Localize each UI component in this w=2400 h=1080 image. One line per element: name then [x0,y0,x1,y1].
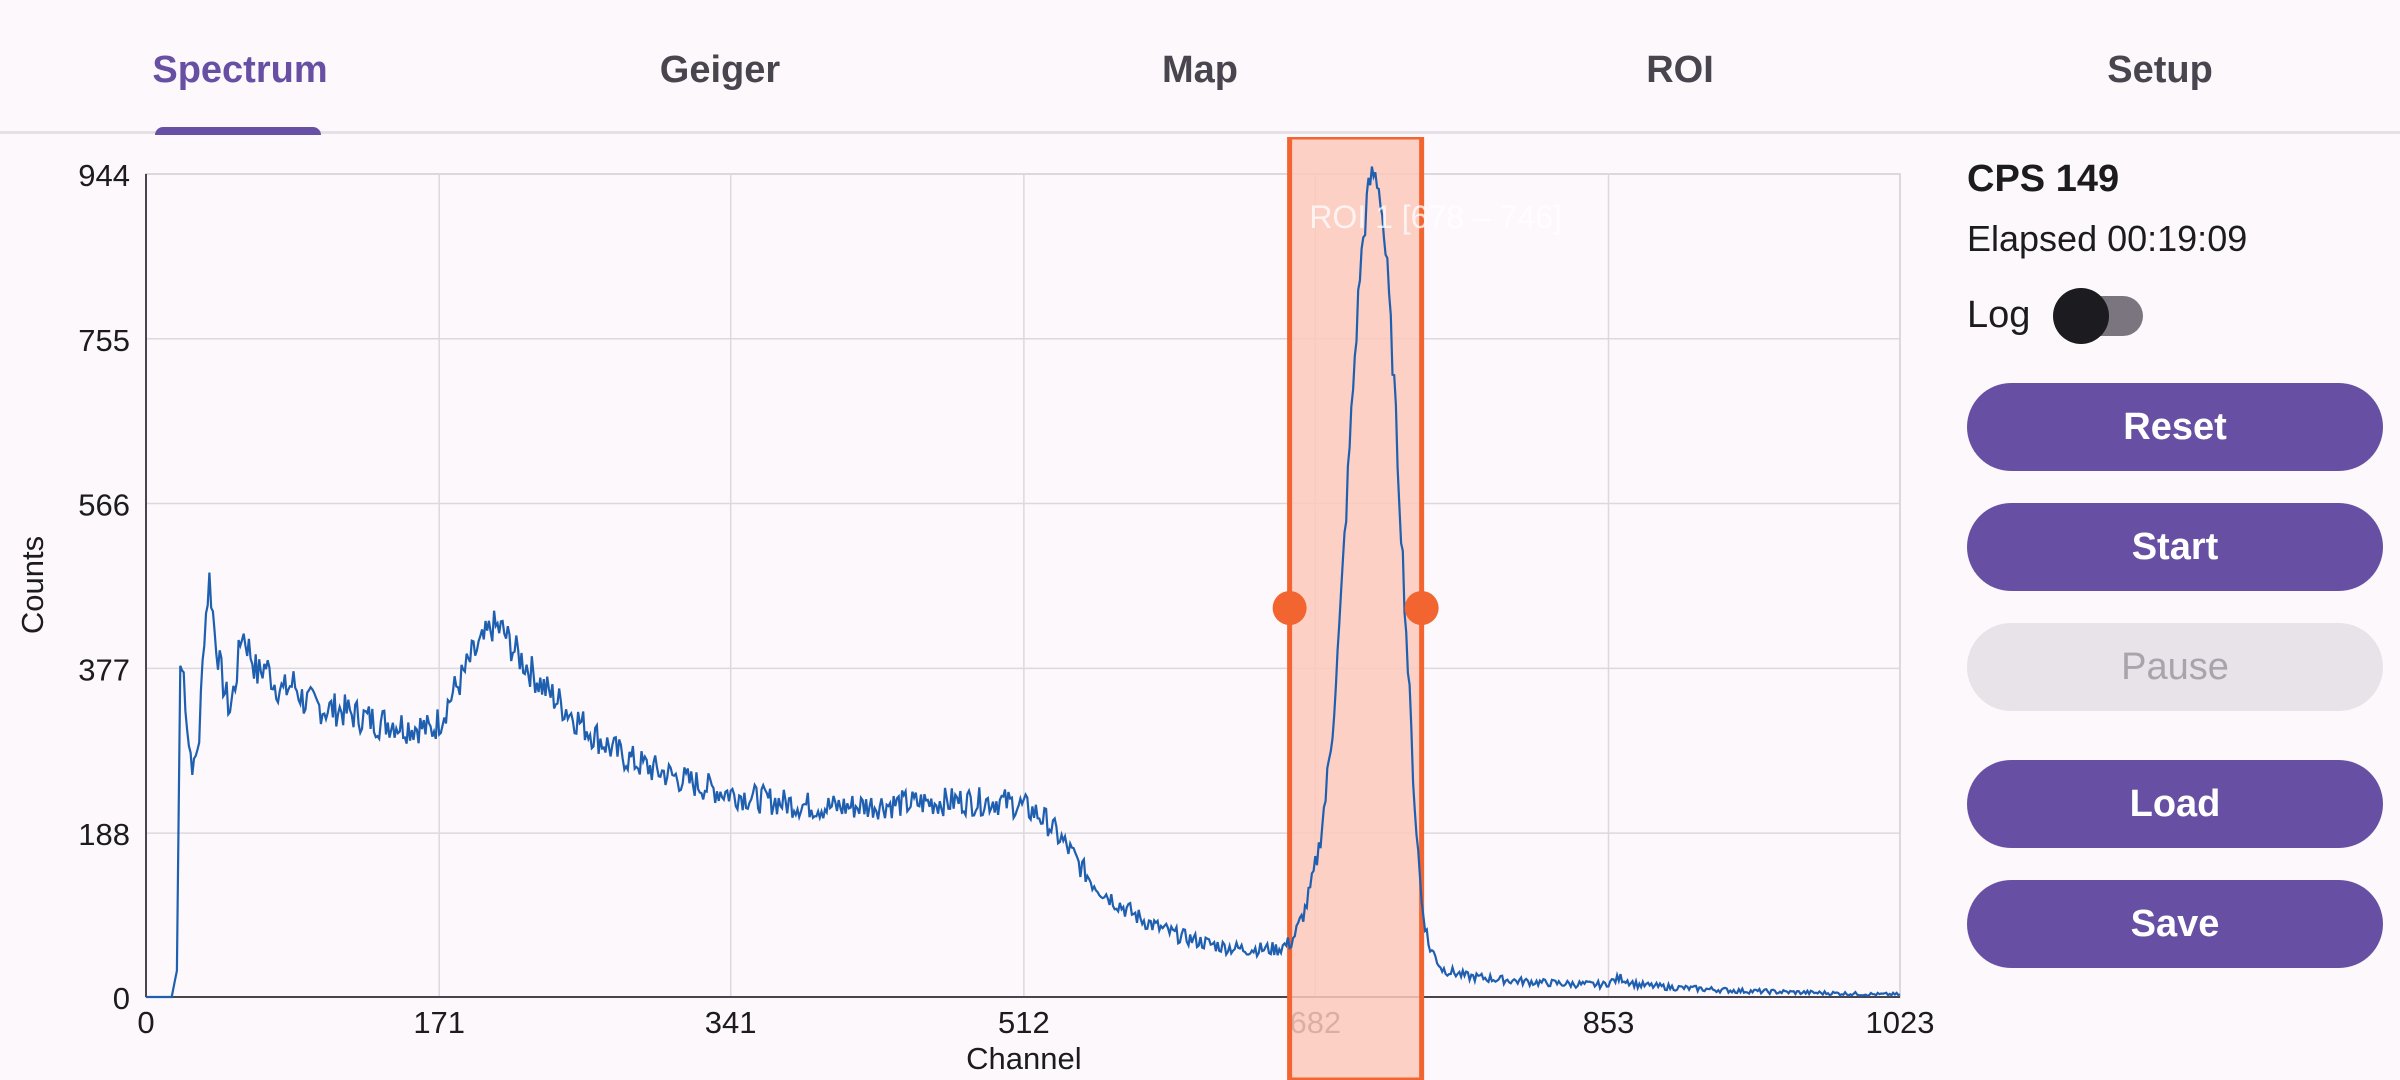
roi-band[interactable] [1287,137,1425,1080]
load-button[interactable]: Load [1967,760,2383,848]
spectrum-line [146,166,1901,999]
log-label: Log [1967,294,2031,336]
start-button[interactable]: Start [1967,503,2383,591]
x-tick-label: 853 [1583,1005,1635,1040]
tab-spectrum[interactable]: Spectrum [152,49,328,91]
reset-button[interactable]: Reset [1967,383,2383,471]
tab-bar: Spectrum Geiger Map ROI Setup [0,0,2400,135]
x-axis-title: Channel [966,1041,1081,1076]
log-switch[interactable] [2053,286,2145,346]
x-tick-label: 171 [413,1005,465,1040]
tab-roi[interactable]: ROI [1646,49,1714,91]
spectrum-chart[interactable]: 944755566377188001713415126828531023ROI … [0,137,1940,1080]
tab-setup[interactable]: Setup [2107,49,2213,91]
elapsed-time: Elapsed 00:19:09 [1967,218,2248,259]
y-tick-label: 188 [78,817,130,852]
tab-map[interactable]: Map [1162,49,1238,91]
active-tab-indicator [155,127,321,135]
pause-button[interactable]: Pause [1967,623,2383,711]
x-tick-label: 0 [137,1005,154,1040]
cps-readout: CPS 149 [1967,158,2120,200]
save-button[interactable]: Save [1967,880,2383,968]
x-tick-label: 512 [998,1005,1050,1040]
y-tick-label: 0 [113,981,130,1016]
x-tick-label: 341 [705,1005,757,1040]
tab-geiger[interactable]: Geiger [659,49,781,91]
roi-start-handle[interactable] [1272,591,1307,625]
y-tick-label: 377 [78,652,130,687]
y-tick-label: 566 [78,488,130,523]
roi-end-handle[interactable] [1404,591,1439,625]
y-axis-title: Counts [15,536,50,634]
spectrum-chart-svg[interactable]: 944755566377188001713415126828531023ROI … [0,137,1940,1080]
plot-area [145,173,1901,998]
roi-label: ROI 1 [678 – 746] [1309,199,1562,235]
log-toggle-row: Log [1967,286,2267,346]
y-tick-label: 944 [78,158,130,193]
y-tick-label: 755 [78,323,130,358]
x-tick-label: 1023 [1866,1005,1935,1040]
log-switch-thumb [2053,288,2109,344]
